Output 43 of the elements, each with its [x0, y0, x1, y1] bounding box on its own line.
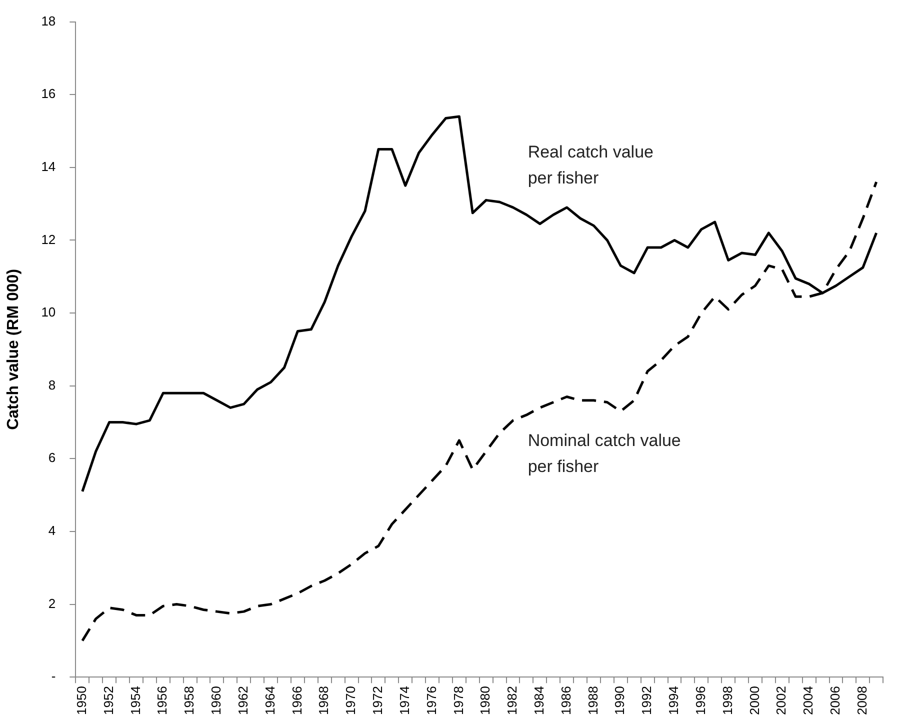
x-tick-label: 1986 — [558, 686, 574, 715]
y-tick-label: 6 — [48, 450, 56, 466]
series-label: Nominal catch value per fisher — [528, 430, 681, 476]
y-tick-label: 8 — [48, 377, 56, 392]
x-tick-label: 1978 — [450, 686, 466, 715]
y-tick-label: 4 — [48, 523, 56, 538]
x-tick-label: 2004 — [800, 686, 816, 715]
x-tick-label: 1980 — [478, 686, 493, 715]
x-tick-label: 1984 — [532, 686, 547, 715]
x-tick-label: 1996 — [692, 686, 708, 715]
x-tick-label: 1974 — [396, 686, 412, 715]
x-tick-label: 1956 — [154, 686, 170, 715]
x-tick-label: 1976 — [424, 686, 439, 715]
x-tick-label: 2008 — [854, 686, 870, 715]
x-tick-label: 1972 — [370, 686, 386, 715]
y-tick-label: 18 — [41, 13, 56, 28]
x-tick-label: 1992 — [639, 686, 654, 715]
y-tick-label: 14 — [41, 158, 56, 174]
x-tick-label: 1994 — [666, 686, 682, 715]
x-tick-label: 1966 — [289, 686, 304, 715]
x-tick-label: 1998 — [720, 686, 735, 715]
x-tick-label: 1982 — [504, 686, 520, 715]
y-axis-title: Catch value (RM 000) — [5, 268, 22, 430]
y-tick-label: 10 — [41, 304, 56, 320]
x-tick-label: 1968 — [316, 686, 332, 715]
x-tick-label: 1964 — [262, 686, 278, 715]
y-tick-label: 12 — [41, 232, 56, 247]
x-tick-label: 1970 — [343, 686, 358, 715]
x-tick-label: 2000 — [746, 686, 762, 715]
x-tick-label: 1954 — [128, 686, 143, 715]
y-tick-label: 2 — [48, 596, 56, 611]
series-label: Real catch value per fisher — [528, 142, 654, 188]
x-tick-label: 1952 — [100, 686, 116, 715]
x-tick-label: 2006 — [828, 686, 843, 715]
x-tick-label: 1988 — [585, 686, 600, 715]
x-tick-label: 1958 — [182, 686, 197, 715]
y-tick-label: 16 — [41, 86, 56, 102]
x-tick-label: 1990 — [612, 686, 628, 715]
x-tick-label: 1962 — [235, 686, 250, 715]
x-tick-label: 2002 — [774, 686, 789, 715]
x-tick-label: 1950 — [74, 686, 89, 715]
y-tick-label: - — [51, 668, 56, 684]
x-tick-label: 1960 — [208, 686, 224, 715]
